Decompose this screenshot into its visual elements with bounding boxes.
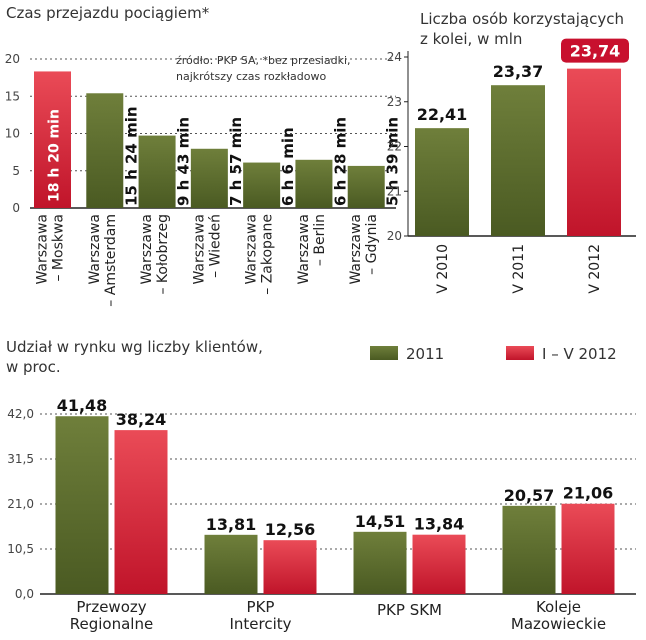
chart2-title-line2: z kolei, w mln <box>420 30 522 48</box>
chart3-bar <box>502 505 556 594</box>
chart2-value-label: 23,74 <box>570 42 621 61</box>
chart1-bar-label: 18 h 20 min <box>47 109 63 202</box>
chart3-value-label: 41,48 <box>57 396 108 415</box>
chart1-category-label: – Moskwa <box>51 214 67 282</box>
chart1-ytick: 20 <box>5 52 20 66</box>
chart3-bar <box>114 430 168 594</box>
chart3-category-label: Koleje <box>536 598 581 616</box>
chart3-ytick: 0,0 <box>15 587 34 601</box>
chart1-bar <box>86 93 124 208</box>
chart1-bar <box>295 159 333 208</box>
chart3-bar <box>561 503 615 594</box>
chart1-bar-label: 6 h 28 min <box>331 117 349 206</box>
chart2-bar <box>491 85 545 236</box>
chart2-title-line1: Liczba osób korzystających <box>420 10 624 28</box>
chart1-bar <box>138 135 176 208</box>
chart1-category-label: Warszawa <box>348 214 364 285</box>
chart1-category-label: – Berlin <box>312 214 328 266</box>
chart1-bar-label: 6 h 6 min <box>279 127 297 206</box>
chart1-category-label: Warszawa <box>191 214 207 285</box>
chart3-ytick: 21,0 <box>7 497 34 511</box>
chart2-ytick: 20 <box>387 229 402 243</box>
chart3-ytick: 31,5 <box>7 452 34 466</box>
chart2-ytick: 24 <box>387 50 402 64</box>
chart3-title-line1: Udział w rynku wg liczby klientów, <box>6 338 263 356</box>
chart3-bar <box>263 540 317 594</box>
chart2-category-label: V 2011 <box>511 244 527 294</box>
chart3-category-label: Mazowieckie <box>511 615 606 633</box>
chart1-category-label: Warszawa <box>244 214 260 285</box>
chart3-value-label: 12,56 <box>265 520 316 539</box>
chart3-bar <box>412 534 466 594</box>
chart1-note-line1: źródło: PKP SA, *bez przesiadki, <box>176 54 351 67</box>
chart1-category-label: Warszawa <box>296 214 312 285</box>
chart2-ytick: 23 <box>387 95 402 109</box>
chart3-category-label: Regionalne <box>70 615 153 633</box>
legend-label: 2011 <box>406 345 444 363</box>
legend-label: I – V 2012 <box>542 345 617 363</box>
chart2-value-bg <box>561 38 629 63</box>
chart1-ytick: 15 <box>5 89 20 103</box>
chart3-category-label: PKP SKM <box>377 601 442 619</box>
chart3-value-label: 13,81 <box>206 515 257 534</box>
chart2-ytick: 22 <box>387 140 402 154</box>
chart3-category-label: Przewozy <box>76 598 146 616</box>
chart1-category-label: – Amsterdam <box>103 214 119 307</box>
chart3-ytick: 42,0 <box>7 407 34 421</box>
chart1-category-label: Warszawa <box>35 214 51 285</box>
chart2-category-label: V 2010 <box>435 244 451 294</box>
chart1-bar <box>347 165 385 208</box>
chart2-bar <box>415 128 469 236</box>
chart3-category-label: Intercity <box>229 615 291 633</box>
legend-swatch <box>506 346 534 360</box>
chart3-ytick: 10,5 <box>7 542 34 556</box>
chart1-ytick: 10 <box>5 127 20 141</box>
chart1-category-label: – Zakopane <box>260 214 276 295</box>
chart1-title: Czas przejazdu pociągiem* <box>6 4 210 22</box>
chart2-category-label: V 2012 <box>587 244 603 294</box>
chart1-bar-label: 5 h 39 min <box>384 117 402 206</box>
chart2-bar <box>567 68 621 236</box>
chart3-category-label: PKP <box>247 598 275 616</box>
chart1-ytick: 0 <box>12 201 20 215</box>
chart3-value-label: 21,06 <box>563 484 614 503</box>
chart3-title-line2: w proc. <box>6 358 61 376</box>
chart1-category-label: – Wiedeń <box>207 214 223 278</box>
chart3-legend: 2011 I – V 2012 <box>370 345 617 363</box>
chart1-bar <box>34 71 71 208</box>
chart1-bar-label: 15 h 24 min <box>122 106 140 206</box>
chart3-value-label: 14,51 <box>355 512 406 531</box>
chart2-value-label: 23,37 <box>493 62 544 81</box>
chart1-category-label: Warszawa <box>87 214 103 285</box>
chart1-category-label: – Kołobrzeg <box>155 214 171 295</box>
chart1-bar-label: 7 h 57 min <box>227 117 245 206</box>
chart1-note-line2: najkrótszy czas rozkładowo <box>176 70 326 83</box>
chart1-bar <box>243 162 281 208</box>
chart1-ytick: 5 <box>12 164 20 178</box>
chart1-category-label: – Gdynia <box>364 214 380 275</box>
chart2-plot: 20 21 22 23 24 22,41 V 2010 23,37 V 2011 23,74 V 2… <box>387 38 636 294</box>
chart2-value-label: 22,41 <box>417 105 468 124</box>
chart3-plot: 0,0 10,5 21,0 31,5 42,0 41,48 38,24 PrzewozyReg… <box>7 396 636 633</box>
legend-swatch <box>370 346 398 360</box>
chart3-bar <box>55 416 109 594</box>
chart3-value-label: 20,57 <box>504 486 555 505</box>
chart1-bar <box>190 148 228 208</box>
chart1-bar-label: 9 h 43 min <box>175 117 193 206</box>
chart3-bar <box>204 534 258 594</box>
chart3-value-label: 38,24 <box>116 410 167 429</box>
chart3-bar <box>353 531 407 594</box>
chart3-value-label: 13,84 <box>414 515 465 534</box>
chart1-category-label: Warszawa <box>139 214 155 285</box>
chart2-ytick: 21 <box>387 184 402 198</box>
